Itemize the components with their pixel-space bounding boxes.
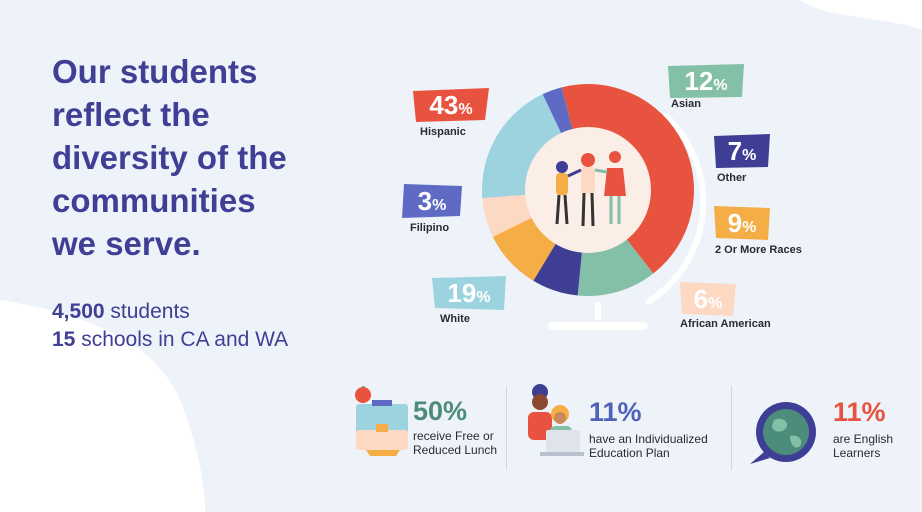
tag-filipino: 3% [402, 184, 462, 218]
tag-asian: 12% [668, 64, 744, 98]
tag-asian-value: 12 [684, 66, 714, 96]
free-lunch-value: 50% [413, 396, 468, 426]
slice-white [481, 94, 562, 199]
student-count: 4,500 students [52, 300, 190, 323]
tag-hispanic-value: 43 [429, 90, 459, 120]
tag-african-american: 6% [680, 282, 736, 316]
label-other: Other [717, 172, 747, 184]
slice-hispanic [561, 84, 694, 274]
english-learners-value: 11% [833, 397, 886, 427]
slice-2-or-more-races [492, 217, 557, 281]
label-african-american: African American [680, 318, 771, 330]
headline-line: communities [52, 182, 256, 219]
label-hispanic: Hispanic [420, 126, 466, 138]
tag-african-american-value: 6 [693, 284, 709, 314]
slice-african-american [482, 194, 533, 237]
label-filipino: Filipino [410, 222, 450, 234]
slice-other [533, 243, 582, 296]
headline: Our students reflect the diversity of th… [52, 50, 352, 265]
tag-two-or-more-races-value: 9 [727, 208, 743, 238]
headline-line: Our students [52, 53, 258, 90]
label-white: White [440, 313, 470, 325]
slice-filipino [542, 87, 573, 134]
summary-stats: 4,500 students 15 schools in CA and WA [52, 298, 288, 354]
divider [506, 386, 507, 470]
lunchbox-icon [355, 386, 408, 456]
school-count: 15 schools in CA and WA [52, 328, 289, 351]
globe-speech-icon [750, 402, 816, 464]
tag-white-value: 19 [447, 278, 477, 308]
english-learners-desc: are English Learners [833, 432, 894, 460]
iep-value: 11% [589, 397, 642, 427]
tag-other-value: 7 [727, 136, 743, 166]
headline-line: we serve. [52, 225, 201, 262]
slice-asian [577, 238, 654, 297]
label-two-or-more-races: 2 Or More Races [715, 244, 802, 256]
headline-line: reflect the [52, 96, 210, 133]
tag-other: 7% [714, 134, 770, 168]
divider [731, 386, 732, 470]
tag-hispanic: 43% [411, 88, 491, 122]
tag-two-or-more-races: 9% [714, 206, 770, 240]
tag-filipino-value: 3 [417, 186, 433, 216]
label-asian: Asian [671, 98, 701, 110]
free-lunch-desc: receive Free or Reduced Lunch [413, 429, 498, 457]
headline-line: diversity of the [52, 139, 287, 176]
students-laptop-icon [528, 384, 584, 456]
globe-stand [548, 113, 707, 330]
students-illustration [555, 151, 626, 227]
tag-white: 19% [432, 276, 506, 310]
iep-desc: have an Individualized Education Plan [589, 432, 708, 460]
